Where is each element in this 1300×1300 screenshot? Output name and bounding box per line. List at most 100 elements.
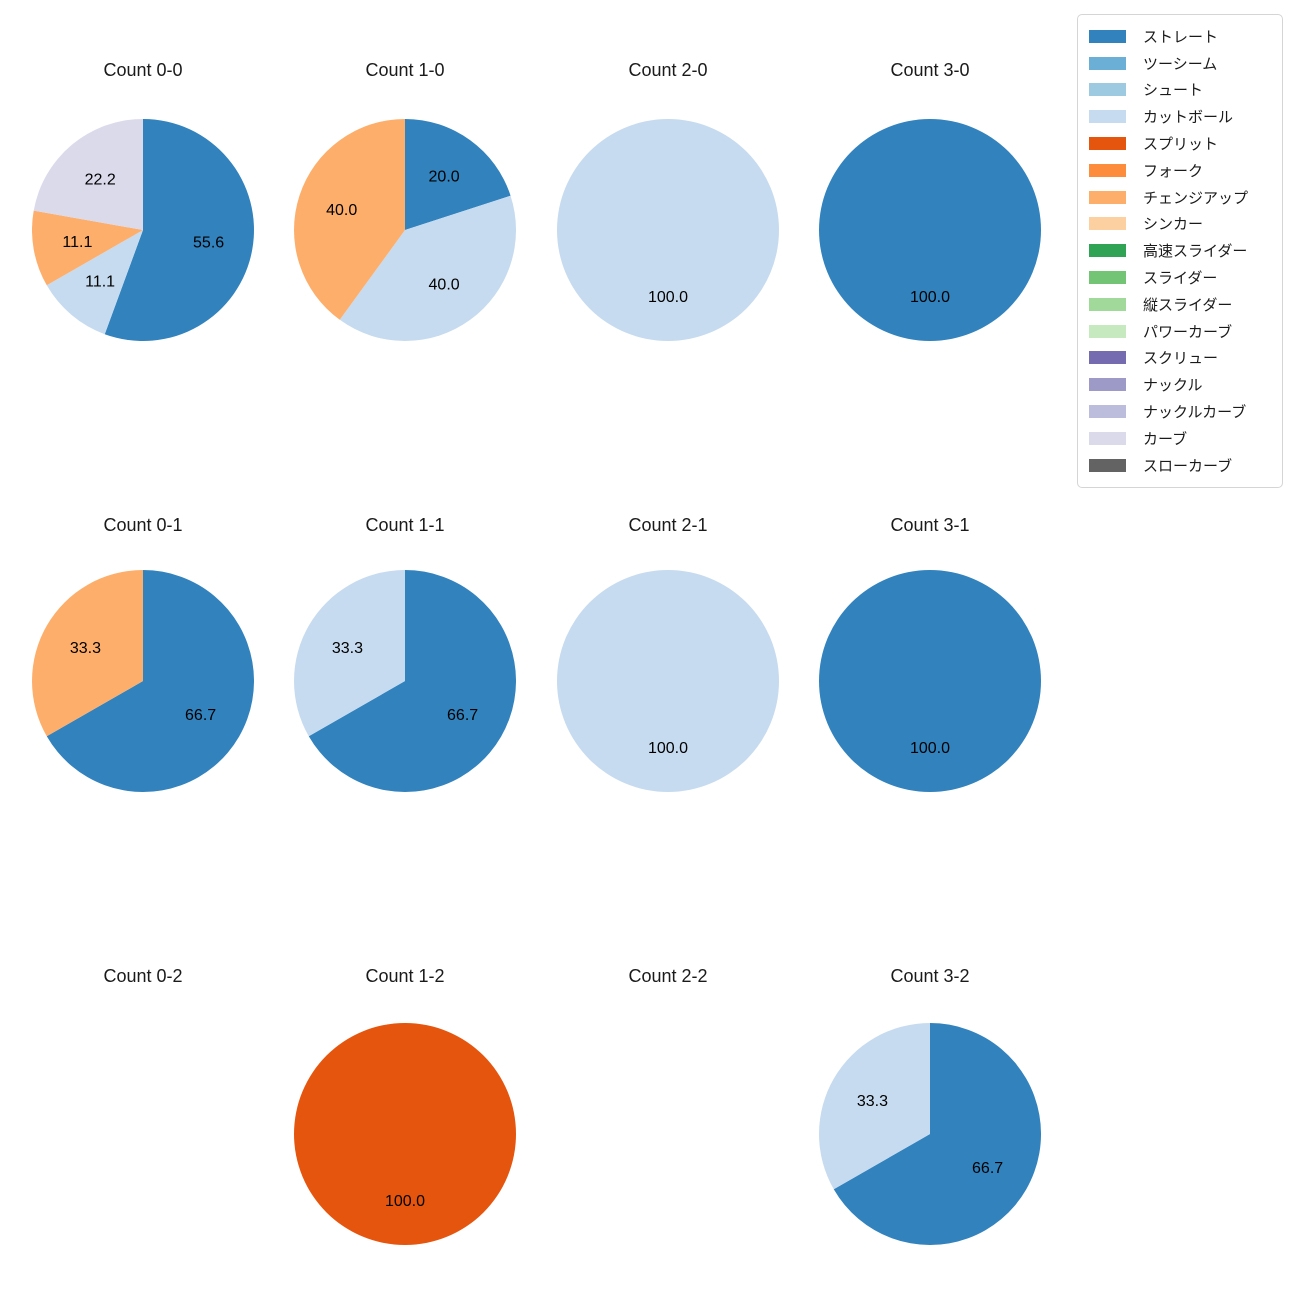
legend-item: スローカーブ — [1089, 452, 1276, 479]
pie-slice-label: 11.1 — [62, 234, 92, 251]
legend-item-label: カーブ — [1143, 430, 1188, 448]
pie-slice — [46, 570, 254, 792]
legend-item: 縦スライダー — [1089, 291, 1276, 318]
legend-item: ツーシーム — [1089, 50, 1276, 77]
pie-chart-count-1-2: 100.0 — [294, 1023, 516, 1245]
chart-cell-count-2-1: Count 2-1 100.0 — [537, 514, 799, 792]
legend-item-label: ナックルカーブ — [1143, 404, 1247, 422]
chart-cell-count-3-1: Count 3-1 100.0 — [799, 514, 1061, 792]
pie-slice-label: 33.3 — [70, 640, 101, 657]
legend-item-label: スクリュー — [1143, 350, 1219, 368]
pie-slice — [32, 210, 143, 286]
pie-chart-count-1-1: 66.7 33.3 — [294, 570, 516, 792]
pie-chart-count-2-1: 100.0 — [557, 570, 779, 792]
legend-item-label: ナックル — [1143, 377, 1203, 395]
pie-slice-label: 55.6 — [193, 234, 224, 251]
legend-swatch — [1089, 297, 1126, 311]
legend-item-label: スプリット — [1143, 136, 1219, 154]
pie-slice-label: 66.7 — [972, 1160, 1003, 1177]
legend-swatch — [1089, 431, 1126, 445]
chart-cell-count-2-0: Count 2-0 100.0 — [537, 59, 799, 341]
chart-cell-count-1-2: Count 1-2 100.0 — [274, 965, 536, 1245]
pie-chart-count-2-2 — [557, 1023, 779, 1245]
pie-slice — [32, 570, 143, 737]
legend-item: フォーク — [1089, 157, 1276, 184]
chart-title: Count 3-2 — [890, 966, 970, 986]
chart-cell-count-3-2: Count 3-2 66.7 33.3 — [799, 965, 1061, 1245]
legend-item-label: パワーカーブ — [1143, 323, 1233, 341]
legend-item-label: カットボール — [1143, 109, 1234, 127]
chart-title: Count 2-0 — [628, 60, 708, 80]
pie-slice-label: 100.0 — [648, 740, 688, 757]
legend-swatch — [1089, 271, 1126, 285]
legend-item: チェンジアップ — [1089, 184, 1276, 211]
pie-chart-count-3-1: 100.0 — [819, 570, 1041, 792]
chart-title: Count 2-1 — [628, 515, 708, 535]
chart-title: Count 0-2 — [103, 966, 183, 986]
pie-slice — [819, 570, 1041, 792]
legend-swatch — [1089, 110, 1126, 124]
pie-slice — [339, 195, 516, 341]
pie-chart-count-1-0: 20.0 40.0 40.0 — [294, 119, 516, 341]
legend-item: ストレート — [1089, 23, 1276, 50]
legend-item: ナックル — [1089, 371, 1276, 398]
legend-item-label: チェンジアップ — [1143, 189, 1249, 207]
legend: ストレートツーシームシュートカットボール スプリットフォークチェンジアップ シンカー… — [1077, 14, 1283, 488]
pie-slice — [557, 119, 779, 341]
legend-item: スプリット — [1089, 130, 1276, 157]
legend-swatch — [1089, 137, 1126, 151]
legend-item: パワーカーブ — [1089, 318, 1276, 345]
legend-item: カットボール — [1089, 103, 1276, 130]
pie-slice-label: 100.0 — [910, 289, 950, 306]
pie-slice-label: 66.7 — [185, 707, 216, 724]
legend-item: カーブ — [1089, 425, 1276, 452]
pie-slice — [46, 230, 143, 335]
chart-title: Count 3-0 — [890, 60, 970, 80]
legend-item: 高速スライダー — [1089, 237, 1276, 264]
legend-item-label: ツーシーム — [1143, 55, 1218, 73]
legend-swatch — [1089, 351, 1126, 365]
legend-swatch — [1089, 244, 1126, 258]
legend-item-label: フォーク — [1143, 162, 1204, 180]
pie-slice-label: 22.2 — [85, 172, 116, 189]
chart-title: Count 1-1 — [365, 515, 445, 535]
legend-swatch — [1089, 324, 1126, 338]
pie-slice — [833, 1023, 1041, 1245]
pie-slice — [405, 119, 511, 230]
chart-cell-count-2-2: Count 2-2 — [537, 965, 799, 1245]
legend-item-label: 高速スライダー — [1143, 243, 1248, 261]
chart-cell-count-1-0: Count 1-0 20.0 40.0 40.0 — [274, 59, 536, 341]
pie-slice — [557, 570, 779, 792]
legend-item-label: 縦スライダー — [1143, 296, 1233, 314]
legend-item-label: シュート — [1143, 82, 1204, 100]
legend-item: スライダー — [1089, 264, 1276, 291]
legend-item-label: スライダー — [1143, 270, 1218, 288]
pie-slice — [294, 119, 405, 320]
chart-title: Count 0-0 — [103, 60, 183, 80]
pie-slice-label: 100.0 — [648, 289, 688, 306]
chart-cell-count-3-0: Count 3-0 100.0 — [799, 59, 1061, 341]
chart-cell-count-0-0: Count 0-0 55.6 11.1 11.1 22.2 — [12, 59, 274, 341]
legend-swatch — [1089, 458, 1126, 472]
pie-chart-count-0-1: 66.7 33.3 — [32, 570, 254, 792]
pie-slice-label: 20.0 — [429, 169, 460, 186]
legend-item: スクリュー — [1089, 345, 1276, 372]
pie-chart-count-3-2: 66.7 33.3 — [819, 1023, 1041, 1245]
legend-swatch — [1089, 405, 1126, 419]
chart-cell-count-1-1: Count 1-1 66.7 33.3 — [274, 514, 536, 792]
pie-slice-label: 100.0 — [910, 740, 950, 757]
legend-swatch — [1089, 378, 1126, 392]
pie-slice — [819, 119, 1041, 341]
legend-swatch — [1089, 190, 1126, 204]
legend-item-label: シンカー — [1143, 216, 1204, 234]
chart-title: Count 1-2 — [365, 966, 445, 986]
pie-chart-count-2-0: 100.0 — [557, 119, 779, 341]
pie-slice-label: 40.0 — [326, 202, 357, 219]
legend-item-label: スローカーブ — [1143, 457, 1233, 475]
legend-item: シンカー — [1089, 211, 1276, 238]
pie-slice — [104, 119, 254, 341]
pie-slice — [294, 570, 405, 737]
legend-swatch — [1089, 217, 1126, 231]
legend-item: ナックルカーブ — [1089, 398, 1276, 425]
pie-slice-label: 11.1 — [85, 274, 115, 291]
